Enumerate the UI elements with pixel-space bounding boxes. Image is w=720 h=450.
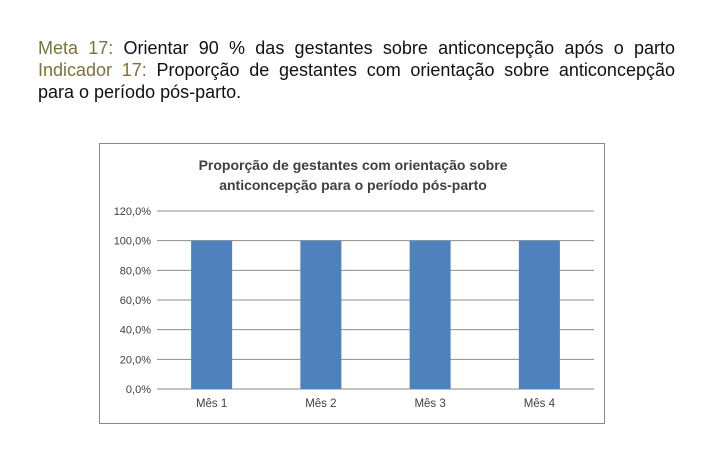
indicator-label: Indicador 17: — [38, 60, 147, 80]
y-tick-label: 0,0% — [126, 384, 151, 396]
chart-title-line: anticoncepção para o período pós-parto — [219, 177, 487, 193]
bar — [518, 240, 560, 389]
y-tick-label: 20,0% — [120, 354, 151, 366]
indicator-line: Indicador 17: Proporção de gestantes com… — [38, 59, 675, 103]
x-category-label: Mês 4 — [524, 398, 556, 410]
bar-chart: Proporção de gestantes com orientação so… — [114, 157, 594, 410]
y-tick-label: 60,0% — [120, 295, 151, 307]
y-tick-label: 40,0% — [120, 325, 151, 337]
header-text: Meta 17: Orientar 90 % das gestantes sob… — [38, 37, 675, 103]
x-category-label: Mês 3 — [414, 398, 445, 410]
indicator-text: Proporção de gestantes com orientação so… — [38, 60, 675, 102]
bar — [409, 240, 451, 389]
goal-label: Meta 17: — [38, 38, 114, 58]
y-tick-label: 100,0% — [114, 236, 152, 248]
bar — [300, 240, 342, 389]
y-tick-label: 120,0% — [114, 206, 152, 218]
y-tick-label: 80,0% — [120, 265, 151, 277]
chart-title-line: Proporção de gestantes com orientação so… — [199, 157, 508, 173]
x-category-label: Mês 2 — [305, 398, 336, 410]
x-category-label: Mês 1 — [196, 398, 227, 410]
goal-text: Orientar 90 % das gestantes sobre antico… — [123, 38, 675, 58]
goal-line: Meta 17: Orientar 90 % das gestantes sob… — [38, 37, 675, 59]
bar — [191, 240, 233, 389]
chart-frame: Proporção de gestantes com orientação so… — [99, 143, 605, 424]
